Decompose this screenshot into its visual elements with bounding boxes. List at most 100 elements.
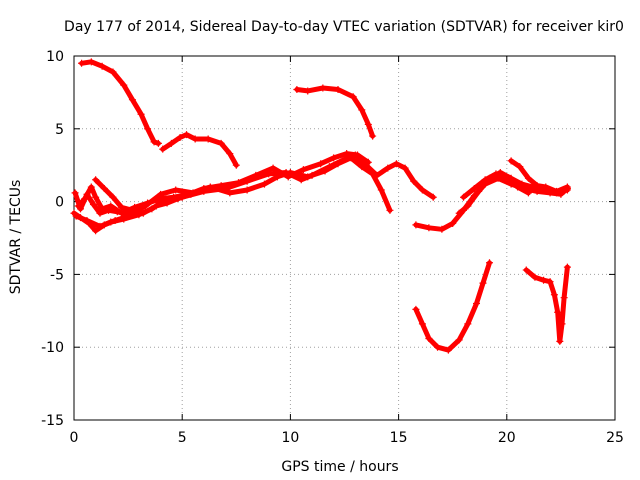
- x-tick-label: 25: [606, 430, 624, 446]
- data-point: [304, 173, 312, 181]
- data-point: [92, 176, 100, 184]
- data-point: [364, 120, 372, 128]
- data-point: [560, 294, 568, 302]
- data-point: [70, 209, 78, 217]
- data-point: [152, 202, 160, 210]
- data-point: [144, 125, 152, 133]
- data-point: [449, 219, 457, 227]
- x-tick-label: 0: [70, 430, 79, 446]
- series-track: [523, 264, 570, 344]
- y-tick-label: -5: [50, 267, 64, 283]
- data-point: [533, 182, 541, 190]
- data-point: [176, 134, 184, 142]
- data-point: [191, 135, 199, 143]
- data-point: [74, 202, 82, 210]
- data-point: [187, 190, 195, 198]
- y-tick-label: 0: [55, 195, 64, 211]
- x-tick-label: 15: [390, 430, 408, 446]
- data-point: [470, 184, 478, 192]
- data-point: [172, 186, 180, 194]
- data-point: [343, 150, 351, 158]
- data-point: [92, 193, 100, 201]
- series-track: [413, 260, 492, 353]
- data-point: [202, 186, 210, 194]
- data-point: [485, 259, 493, 267]
- data-point: [369, 132, 377, 140]
- series-track: [93, 177, 224, 216]
- data-point: [183, 131, 191, 139]
- data-point: [349, 93, 357, 101]
- data-point: [150, 138, 158, 146]
- data-point: [479, 279, 487, 287]
- data-point: [524, 189, 532, 197]
- data-point: [550, 291, 558, 299]
- y-tick-label: -15: [41, 413, 64, 429]
- data-point: [76, 214, 84, 222]
- data-point: [358, 106, 366, 114]
- data-point: [522, 266, 530, 274]
- data-point: [243, 186, 251, 194]
- data-point: [321, 167, 329, 175]
- data-point: [252, 171, 260, 179]
- data-point: [475, 187, 483, 195]
- data-point: [174, 195, 182, 203]
- y-axis-label: SDTVAR / TECUs: [8, 180, 24, 295]
- data-point: [137, 110, 145, 118]
- data-point: [260, 180, 268, 188]
- data-point: [516, 163, 524, 171]
- data-point: [284, 173, 292, 181]
- x-tick-label: 20: [498, 430, 516, 446]
- data-point: [78, 59, 86, 67]
- data-point: [412, 305, 420, 313]
- data-point: [96, 209, 104, 217]
- data-point: [163, 199, 171, 207]
- data-point: [531, 273, 539, 281]
- data-point: [217, 183, 225, 191]
- data-point: [217, 139, 225, 147]
- series-track: [160, 132, 239, 168]
- data-point: [154, 139, 162, 147]
- data-point: [144, 199, 152, 207]
- data-point: [558, 320, 566, 328]
- data-point: [425, 334, 433, 342]
- data-point: [304, 87, 312, 95]
- data-point: [85, 219, 93, 227]
- data-point: [98, 62, 106, 70]
- data-point: [473, 300, 481, 308]
- data-point: [392, 160, 400, 168]
- x-tick-label: 10: [281, 430, 299, 446]
- data-point: [418, 320, 426, 328]
- data-point: [425, 224, 433, 232]
- plot-frame: [73, 55, 616, 421]
- data-point: [232, 161, 240, 169]
- data-point: [377, 186, 385, 194]
- data-point: [269, 164, 277, 172]
- series-track: [79, 59, 161, 146]
- data-point: [464, 202, 472, 210]
- data-point: [100, 184, 108, 192]
- data-point: [369, 170, 377, 178]
- data-point: [464, 320, 472, 328]
- data-point: [563, 263, 571, 271]
- data-point: [556, 337, 564, 345]
- data-point: [98, 205, 106, 213]
- data-point: [159, 145, 167, 153]
- y-tick-label: -10: [41, 340, 64, 356]
- data-point: [410, 177, 418, 185]
- data-point: [563, 183, 571, 191]
- data-point: [87, 183, 95, 191]
- y-tick-label: 10: [46, 49, 64, 65]
- data-point: [334, 85, 342, 93]
- data-point: [109, 193, 117, 201]
- data-point: [118, 203, 126, 211]
- y-tick-label: 5: [55, 122, 64, 138]
- data-point: [412, 221, 420, 229]
- data-point: [554, 308, 562, 316]
- data-point: [107, 202, 115, 210]
- data-point: [167, 139, 175, 147]
- data-point: [401, 164, 409, 172]
- data-point: [434, 343, 442, 351]
- data-point: [157, 195, 165, 203]
- data-point: [460, 193, 468, 201]
